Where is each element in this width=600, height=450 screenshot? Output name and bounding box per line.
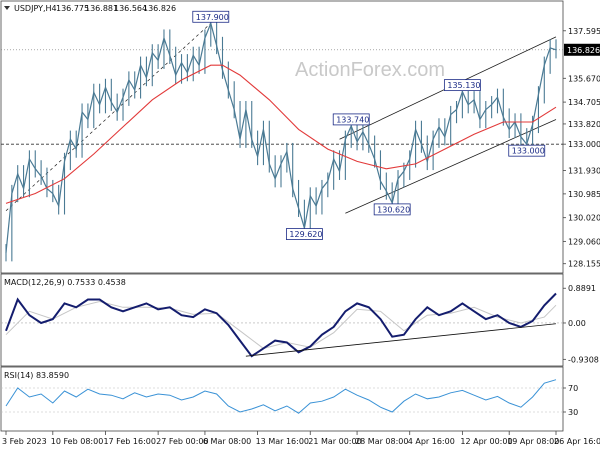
macd-y-tick-label: 0.00 — [568, 319, 586, 328]
macd-series — [5, 292, 557, 358]
x-tick-label: 19 Apr 08:00 — [507, 437, 559, 446]
x-axis: 3 Feb 2023 10 Feb 08:00 17 Feb 16:00 27 Feb… — [2, 431, 600, 446]
price-annotation-box — [373, 203, 411, 216]
y-tick-label: 129.060 — [568, 237, 600, 246]
price-annotation-label: 135.130 — [447, 81, 480, 90]
ohlc-close: 136.826 — [143, 4, 176, 13]
price-series — [5, 21, 557, 253]
x-tick-label: 4 Apr 16:00 — [408, 437, 455, 446]
x-tick-label: 12 Apr 00:00 — [460, 437, 512, 446]
price-annotation-label: 133.000 — [512, 147, 545, 156]
rsi-series — [5, 379, 557, 414]
main-panel-frame — [0, 0, 564, 274]
current-price-label: 136.826 — [567, 46, 600, 55]
y-tick-label: 131.930 — [568, 167, 600, 176]
macd-title: MACD(12,26,9) 0.7533 0.4538 — [4, 278, 126, 287]
ohlc-high: 136.881 — [85, 4, 118, 13]
rsi-plot: 70 30 — [1, 379, 578, 417]
x-tick-label: 6 Mar 08:00 — [203, 437, 251, 446]
y-tick-label: 130.020 — [568, 214, 600, 223]
macd-y-tick-label: -0.9308 — [568, 355, 599, 364]
price-bars — [5, 14, 557, 262]
rsi-title: RSI(14) 83.8590 — [4, 371, 69, 380]
x-tick-label: 10 Feb 08:00 — [51, 437, 103, 446]
y-tick-label: 133.820 — [568, 120, 600, 129]
price-annotation-label: 137.900 — [196, 13, 229, 22]
price-annotation-label: 133.740 — [336, 115, 369, 124]
y-tick-label: 133.000 — [568, 140, 600, 149]
price-annotation-box — [443, 79, 481, 92]
x-tick-label: 13 Mar 16:00 — [256, 437, 309, 446]
x-tick-label: 17 Feb 16:00 — [103, 437, 155, 446]
price-annotation-box — [192, 10, 230, 23]
x-tick-label: 21 Mar 00:00 — [308, 437, 361, 446]
main-plot: 137.595 135.670 134.705 133.820 133.000 131.9… — [1, 10, 600, 269]
rsi-y-tick-label: 70 — [568, 384, 578, 393]
watermark: ActionForex.com — [295, 59, 445, 81]
x-tick-label: 27 Feb 00:00 — [156, 437, 208, 446]
macd-panel-frame — [0, 273, 564, 367]
ohlc-low: 136.564 — [114, 4, 147, 13]
price-annotation-box — [508, 144, 546, 157]
price-annotation-label: 130.620 — [377, 205, 410, 214]
rsi-y-tick-label: 30 — [568, 408, 578, 417]
price-annotation-label: 129.620 — [289, 230, 322, 239]
ohlc-open: 136.775 — [56, 4, 89, 13]
collapse-triangle-icon[interactable] — [4, 6, 10, 10]
main-title: USDJPY,H4 136.775 136.881 136.564 136.82… — [14, 4, 176, 13]
x-tick-label: 28 Mar 08:00 — [355, 437, 408, 446]
y-tick-label: 134.705 — [568, 98, 600, 107]
macd-plot: 0.8891 0.00 -0.9308 — [1, 284, 599, 364]
macd-trendline — [245, 323, 557, 357]
y-tick-label: 128.155 — [568, 260, 600, 269]
rsi-panel-frame — [0, 366, 564, 432]
chart-symbol-title: USDJPY,H4 — [14, 4, 57, 13]
ema-series — [5, 64, 557, 204]
y-tick-label: 130.985 — [568, 190, 600, 199]
price-annotation-box — [286, 228, 323, 240]
x-tick-label: 26 Apr 16:00 — [554, 437, 600, 446]
current-price-tag — [564, 43, 600, 56]
macd-y-tick-label: 0.8891 — [568, 284, 596, 293]
y-tick-label: 135.670 — [568, 74, 600, 83]
y-tick-label: 137.595 — [568, 27, 600, 36]
x-tick-label: 3 Feb 2023 — [2, 437, 47, 446]
price-annotation-box — [332, 113, 370, 126]
dashed-trendline — [5, 23, 212, 212]
